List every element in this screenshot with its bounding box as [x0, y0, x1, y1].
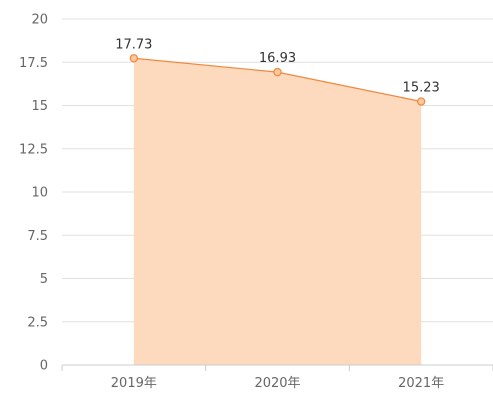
y-tick-label: 10	[31, 186, 48, 201]
x-axis-tick-labels: 2019年 2020年 2021年	[111, 376, 444, 391]
y-axis-tick-labels: 0 2.5 5 7.5 10 12.5 15 17.5 20	[19, 13, 48, 374]
y-tick-label: 12.5	[19, 142, 48, 157]
x-axis	[61, 364, 493, 371]
area-fill	[133, 58, 422, 366]
y-tick-label: 20	[31, 13, 48, 28]
x-tick-label: 2019年	[111, 376, 157, 391]
area-series	[133, 57, 422, 366]
x-tick-label: 2021年	[398, 376, 444, 391]
data-point	[129, 54, 139, 63]
data-labels: 17.73 16.93 15.23	[115, 37, 440, 95]
y-tick-label: 2.5	[27, 315, 48, 330]
data-point	[416, 97, 426, 106]
data-label: 16.93	[259, 51, 296, 66]
data-label: 17.73	[115, 37, 152, 52]
y-tick-label: 15	[31, 99, 48, 114]
y-tick-label: 7.5	[27, 229, 48, 244]
y-tick-label: 0	[40, 359, 48, 374]
y-tick-label: 17.5	[19, 56, 48, 71]
y-tick-label: 5	[40, 272, 48, 287]
data-label: 15.23	[403, 81, 440, 96]
data-markers	[129, 54, 426, 106]
x-tick-label: 2020年	[254, 376, 300, 391]
data-point	[273, 67, 282, 77]
